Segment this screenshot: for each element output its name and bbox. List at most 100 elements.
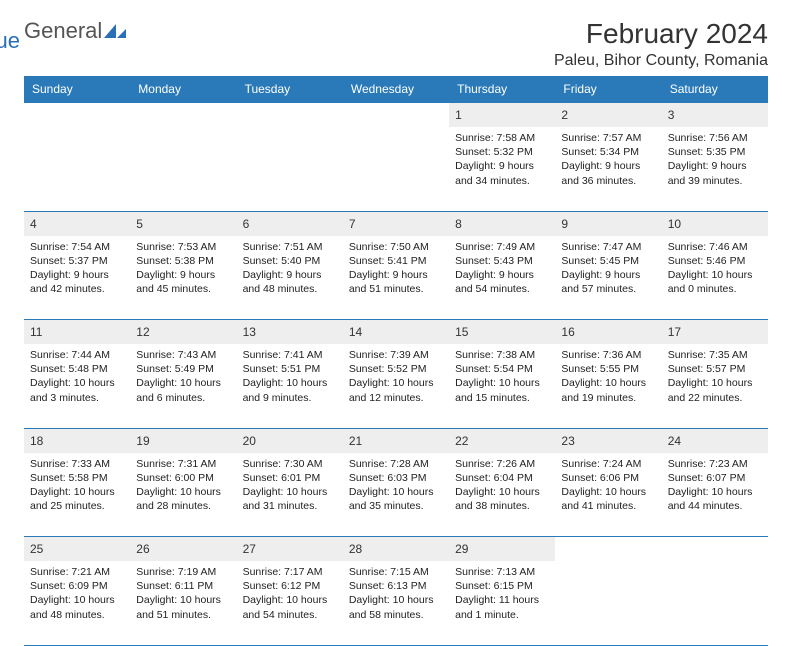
day-number: 3 xyxy=(668,108,675,122)
sunrise-text: Sunrise: 7:38 AM xyxy=(455,348,549,362)
day-number: 23 xyxy=(561,434,574,448)
daynum-cell: 1 xyxy=(449,103,555,128)
dl2-text: and 0 minutes. xyxy=(668,282,762,296)
daynum-cell: 8 xyxy=(449,211,555,236)
day-cell: Sunrise: 7:38 AMSunset: 5:54 PMDaylight:… xyxy=(449,344,555,428)
day-number: 20 xyxy=(243,434,256,448)
day-header: Wednesday xyxy=(343,76,449,103)
sunset-text: Sunset: 6:12 PM xyxy=(243,579,337,593)
day-cell: Sunrise: 7:41 AMSunset: 5:51 PMDaylight:… xyxy=(237,344,343,428)
day-number: 29 xyxy=(455,542,468,556)
day-header: Thursday xyxy=(449,76,555,103)
dl2-text: and 39 minutes. xyxy=(668,174,762,188)
calendar-table: Sunday Monday Tuesday Wednesday Thursday… xyxy=(24,76,768,646)
sunrise-text: Sunrise: 7:30 AM xyxy=(243,457,337,471)
daynum-cell: 18 xyxy=(24,428,130,453)
sunset-text: Sunset: 6:00 PM xyxy=(136,471,230,485)
dl2-text: and 36 minutes. xyxy=(561,174,655,188)
sunset-text: Sunset: 5:46 PM xyxy=(668,254,762,268)
sunset-text: Sunset: 6:11 PM xyxy=(136,579,230,593)
dl1-text: Daylight: 10 hours xyxy=(243,376,337,390)
daynum-cell: 12 xyxy=(130,320,236,345)
sunrise-text: Sunrise: 7:56 AM xyxy=(668,131,762,145)
day-number: 21 xyxy=(349,434,362,448)
daynum-cell xyxy=(555,537,661,562)
dl2-text: and 9 minutes. xyxy=(243,391,337,405)
dl1-text: Daylight: 10 hours xyxy=(349,593,443,607)
day-number: 26 xyxy=(136,542,149,556)
sunrise-text: Sunrise: 7:17 AM xyxy=(243,565,337,579)
day-cell: Sunrise: 7:31 AMSunset: 6:00 PMDaylight:… xyxy=(130,453,236,537)
dl1-text: Daylight: 10 hours xyxy=(349,376,443,390)
daynum-row: 45678910 xyxy=(24,211,768,236)
day-cell: Sunrise: 7:43 AMSunset: 5:49 PMDaylight:… xyxy=(130,344,236,428)
day-number: 16 xyxy=(561,325,574,339)
sunset-text: Sunset: 6:04 PM xyxy=(455,471,549,485)
sunset-text: Sunset: 5:58 PM xyxy=(30,471,124,485)
daynum-cell: 19 xyxy=(130,428,236,453)
sunset-text: Sunset: 6:13 PM xyxy=(349,579,443,593)
day-number: 11 xyxy=(30,325,42,339)
sunset-text: Sunset: 5:55 PM xyxy=(561,362,655,376)
sunrise-text: Sunrise: 7:13 AM xyxy=(455,565,549,579)
dl2-text: and 15 minutes. xyxy=(455,391,549,405)
day-header: Friday xyxy=(555,76,661,103)
dl2-text: and 35 minutes. xyxy=(349,499,443,513)
sunrise-text: Sunrise: 7:44 AM xyxy=(30,348,124,362)
sunrise-text: Sunrise: 7:58 AM xyxy=(455,131,549,145)
week-row: Sunrise: 7:44 AMSunset: 5:48 PMDaylight:… xyxy=(24,344,768,428)
daynum-row: 123 xyxy=(24,103,768,128)
sunrise-text: Sunrise: 7:50 AM xyxy=(349,240,443,254)
dl2-text: and 31 minutes. xyxy=(243,499,337,513)
day-cell: Sunrise: 7:19 AMSunset: 6:11 PMDaylight:… xyxy=(130,561,236,645)
dl1-text: Daylight: 9 hours xyxy=(668,159,762,173)
sunrise-text: Sunrise: 7:41 AM xyxy=(243,348,337,362)
daynum-row: 18192021222324 xyxy=(24,428,768,453)
dl1-text: Daylight: 10 hours xyxy=(136,593,230,607)
dl1-text: Daylight: 10 hours xyxy=(668,376,762,390)
dl1-text: Daylight: 10 hours xyxy=(30,485,124,499)
daynum-cell: 20 xyxy=(237,428,343,453)
sunset-text: Sunset: 5:51 PM xyxy=(243,362,337,376)
daynum-cell: 24 xyxy=(662,428,768,453)
daynum-cell xyxy=(237,103,343,128)
day-cell: Sunrise: 7:54 AMSunset: 5:37 PMDaylight:… xyxy=(24,236,130,320)
daynum-cell: 10 xyxy=(662,211,768,236)
dl2-text: and 1 minute. xyxy=(455,608,549,622)
sunset-text: Sunset: 5:34 PM xyxy=(561,145,655,159)
month-title: February 2024 xyxy=(554,18,768,50)
daynum-cell xyxy=(130,103,236,128)
dl2-text: and 42 minutes. xyxy=(30,282,124,296)
day-number: 27 xyxy=(243,542,256,556)
day-number: 12 xyxy=(136,325,149,339)
sunrise-text: Sunrise: 7:39 AM xyxy=(349,348,443,362)
sunrise-text: Sunrise: 7:15 AM xyxy=(349,565,443,579)
dl2-text: and 34 minutes. xyxy=(455,174,549,188)
dl2-text: and 58 minutes. xyxy=(349,608,443,622)
daynum-cell: 2 xyxy=(555,103,661,128)
day-number: 4 xyxy=(30,217,37,231)
dl1-text: Daylight: 9 hours xyxy=(136,268,230,282)
dl1-text: Daylight: 10 hours xyxy=(561,485,655,499)
daynum-cell xyxy=(343,103,449,128)
dl1-text: Daylight: 9 hours xyxy=(243,268,337,282)
sunrise-text: Sunrise: 7:47 AM xyxy=(561,240,655,254)
day-number: 6 xyxy=(243,217,250,231)
dl1-text: Daylight: 10 hours xyxy=(30,376,124,390)
dl1-text: Daylight: 10 hours xyxy=(668,485,762,499)
sunset-text: Sunset: 5:54 PM xyxy=(455,362,549,376)
sunset-text: Sunset: 5:32 PM xyxy=(455,145,549,159)
daynum-cell: 9 xyxy=(555,211,661,236)
dl1-text: Daylight: 10 hours xyxy=(136,485,230,499)
dl2-text: and 44 minutes. xyxy=(668,499,762,513)
day-cell: Sunrise: 7:24 AMSunset: 6:06 PMDaylight:… xyxy=(555,453,661,537)
dl2-text: and 48 minutes. xyxy=(243,282,337,296)
daynum-cell: 14 xyxy=(343,320,449,345)
sunrise-text: Sunrise: 7:26 AM xyxy=(455,457,549,471)
daynum-cell: 21 xyxy=(343,428,449,453)
sunset-text: Sunset: 5:57 PM xyxy=(668,362,762,376)
day-header: Tuesday xyxy=(237,76,343,103)
day-cell: Sunrise: 7:36 AMSunset: 5:55 PMDaylight:… xyxy=(555,344,661,428)
dl1-text: Daylight: 9 hours xyxy=(349,268,443,282)
sunset-text: Sunset: 6:09 PM xyxy=(30,579,124,593)
